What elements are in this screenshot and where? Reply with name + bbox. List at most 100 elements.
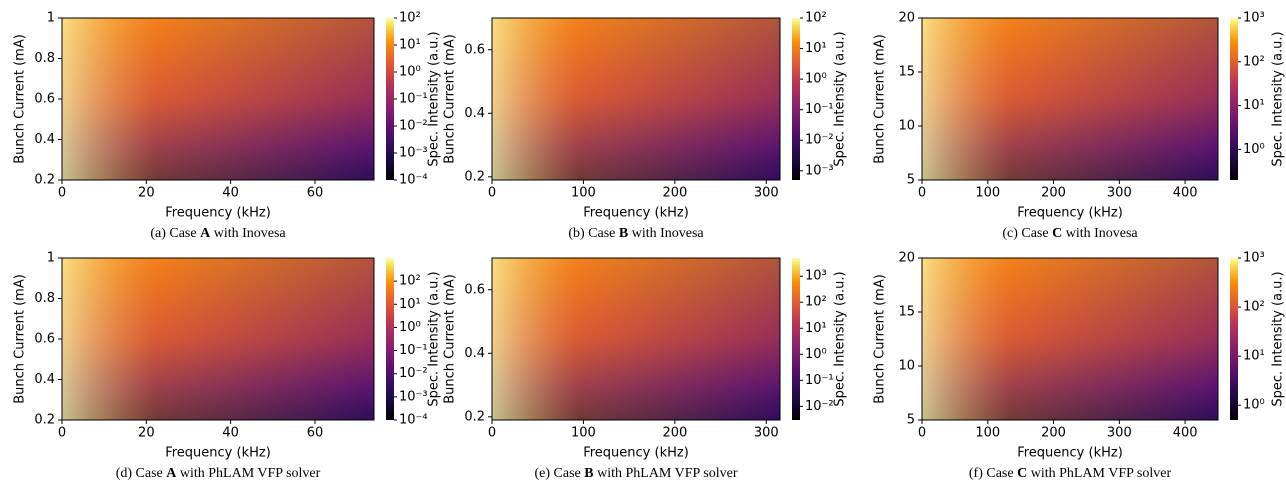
y-tick-label: 0.6: [464, 42, 485, 57]
x-tick-label: 300: [1107, 426, 1132, 441]
colorbar-tick-label: 10²: [805, 295, 827, 310]
y-axis-label: Bunch Current (mA): [873, 274, 888, 404]
colorbar-label: Spec. Intensity (a.u.): [1271, 31, 1286, 166]
x-tick-label: 0: [58, 186, 66, 201]
y-tick-label: 0.2: [464, 169, 485, 184]
x-axis-label: Frequency (kHz): [165, 206, 271, 221]
y-tick-label: 15: [898, 65, 915, 80]
caption-prefix: (a) Case: [150, 226, 200, 241]
colorbar-tick-label: 10⁻¹: [805, 373, 834, 388]
x-axis-label: Frequency (kHz): [583, 206, 689, 221]
caption-suffix: with PhLAM VFP solver: [176, 466, 320, 481]
x-tick-label: 100: [571, 186, 596, 201]
y-axis-label: Bunch Current (mA): [443, 274, 458, 404]
y-tick-label: 0.4: [34, 132, 55, 147]
colorbar-label: Spec. Intensity (a.u.): [427, 271, 442, 406]
y-tick-label: 0.6: [34, 92, 55, 107]
heatmap-shade: [62, 18, 374, 180]
colorbar: [386, 18, 394, 180]
colorbar-tick-label: 10⁻⁴: [399, 173, 428, 188]
caption-prefix: (f) Case: [969, 466, 1017, 481]
heatmap-shade: [492, 18, 780, 180]
colorbar-tick-label: 10¹: [399, 38, 421, 53]
caption-suffix: with Inovesa: [1062, 226, 1138, 241]
y-tick-label: 0.6: [34, 332, 55, 347]
colorbar-tick-label: 10¹: [805, 41, 827, 56]
colorbar-label: Spec. Intensity (a.u.): [1271, 271, 1286, 406]
caption-suffix: with PhLAM VFP solver: [1027, 466, 1171, 481]
colorbar-tick-label: 10⁻³: [805, 163, 834, 178]
caption: (a) Case A with Inovesa: [150, 226, 286, 241]
x-tick-label: 0: [488, 426, 496, 441]
x-tick-label: 20: [138, 186, 155, 201]
colorbar-tick-label: 10⁻¹: [399, 92, 428, 107]
y-tick-label: 5: [907, 413, 915, 428]
colorbar-label: Spec. Intensity (a.u.): [833, 31, 848, 166]
y-axis-label: Bunch Current (mA): [873, 34, 888, 164]
y-tick-label: 0.2: [34, 173, 55, 188]
colorbar-tick-label: 10⁻⁴: [399, 413, 428, 428]
colorbar-tick-label: 10⁻¹: [805, 102, 834, 117]
caption-bold: A: [166, 466, 177, 481]
x-tick-label: 100: [975, 426, 1000, 441]
caption-bold: B: [584, 466, 593, 481]
colorbar-tick-label: 10¹: [1243, 98, 1265, 113]
y-tick-label: 20: [898, 251, 915, 266]
colorbar-tick-label: 10⁻³: [399, 389, 428, 404]
x-tick-label: 100: [975, 186, 1000, 201]
colorbar-tick-label: 10⁰: [805, 72, 827, 87]
caption-prefix: (b) Case: [568, 226, 619, 241]
x-axis-label: Frequency (kHz): [1017, 446, 1123, 461]
x-axis-label: Frequency (kHz): [583, 446, 689, 461]
colorbar-tick-label: 10⁻²: [805, 399, 834, 414]
colorbar-tick-label: 10⁰: [399, 65, 421, 80]
colorbar-tick-label: 10⁻²: [399, 366, 428, 381]
x-axis-label: Frequency (kHz): [165, 446, 271, 461]
y-tick-label: 1: [47, 11, 55, 26]
colorbar: [792, 258, 800, 420]
colorbar-tick-label: 10⁰: [805, 347, 827, 362]
caption-suffix: with Inovesa: [210, 226, 286, 241]
caption-bold: C: [1017, 466, 1027, 481]
colorbar-tick-label: 10⁰: [1243, 142, 1265, 157]
y-axis-label: Bunch Current (mA): [443, 34, 458, 164]
heatmap-shade: [922, 18, 1218, 180]
y-axis-label: Bunch Current (mA): [13, 274, 28, 404]
colorbar: [386, 258, 394, 420]
x-tick-label: 0: [488, 186, 496, 201]
plot-frame: [491, 17, 781, 181]
colorbar-tick-label: 10⁻¹: [399, 343, 428, 358]
heatmap-shade: [492, 258, 780, 420]
colorbar: [1230, 258, 1238, 420]
x-tick-label: 400: [1173, 426, 1198, 441]
colorbar-label: Spec. Intensity (a.u.): [427, 31, 442, 166]
x-axis-label: Frequency (kHz): [1017, 206, 1123, 221]
caption: (f) Case C with PhLAM VFP solver: [969, 466, 1172, 481]
caption-prefix: (d) Case: [116, 466, 167, 481]
colorbar-tick-label: 10⁻²: [399, 119, 428, 134]
x-tick-label: 100: [571, 426, 596, 441]
colorbar-tick-label: 10³: [1243, 251, 1265, 266]
colorbar-tick-label: 10⁻²: [805, 133, 834, 148]
heatmap-shade: [62, 258, 374, 420]
colorbar-label: Spec. Intensity (a.u.): [833, 271, 848, 406]
colorbar: [792, 18, 800, 180]
colorbar-tick-label: 10⁻³: [399, 146, 428, 161]
colorbar-tick-label: 10²: [399, 11, 421, 26]
plot-frame: [921, 257, 1219, 421]
heatmap-shade: [922, 258, 1218, 420]
caption-prefix: (e) Case: [534, 466, 584, 481]
x-tick-label: 0: [918, 186, 926, 201]
x-tick-label: 300: [754, 426, 779, 441]
x-tick-label: 300: [1107, 186, 1132, 201]
y-tick-label: 10: [898, 359, 915, 374]
colorbar-tick-label: 10²: [1243, 300, 1265, 315]
colorbar-tick-label: 10³: [805, 269, 827, 284]
y-tick-label: 0.2: [464, 409, 485, 424]
y-tick-label: 0.6: [464, 282, 485, 297]
x-tick-label: 200: [1041, 426, 1066, 441]
y-tick-label: 0.4: [464, 346, 485, 361]
colorbar-tick-label: 10²: [805, 11, 827, 26]
y-tick-label: 20: [898, 11, 915, 26]
